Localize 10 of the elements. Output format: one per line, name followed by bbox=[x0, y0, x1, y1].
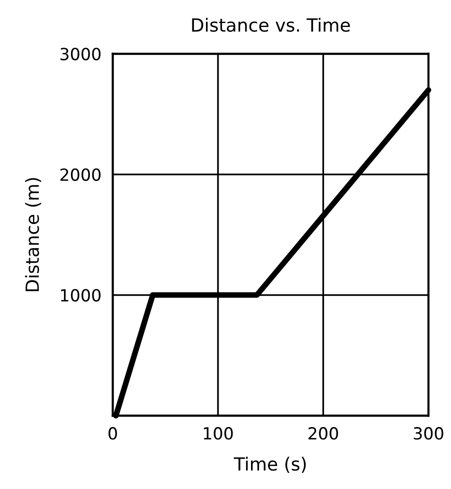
y-tick-label: 1000 bbox=[61, 288, 101, 302]
y-axis-title: Distance (m) bbox=[25, 178, 42, 292]
x-axis-title: Time (s) bbox=[234, 456, 306, 473]
x-tick-label: 200 bbox=[308, 427, 338, 440]
chart-title: Distance vs. Time bbox=[192, 18, 350, 32]
y-tick-label: 2000 bbox=[60, 168, 101, 181]
x-tick-label: 0 bbox=[108, 427, 117, 440]
x-tick-label: 100 bbox=[204, 427, 233, 440]
x-tick-label: 300 bbox=[414, 427, 444, 440]
y-tick-label: 3000 bbox=[60, 48, 101, 60]
